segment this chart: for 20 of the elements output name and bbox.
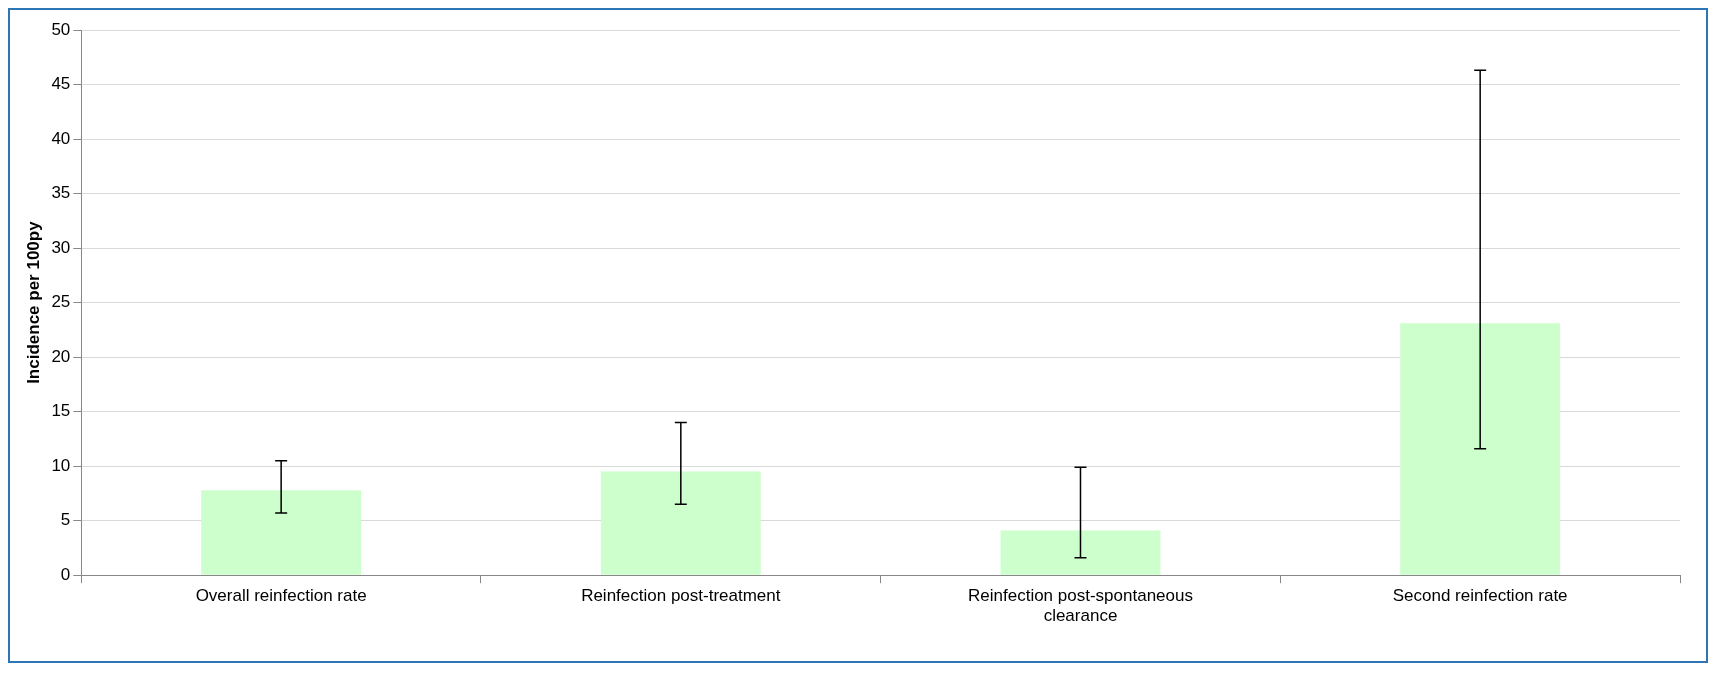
x-tick-label: Reinfection post-spontaneous clearance	[968, 586, 1193, 626]
y-tick-label: 45	[51, 74, 71, 94]
x-tick-label: Second reinfection rate	[1392, 586, 1568, 606]
y-tick-label: 20	[51, 346, 71, 366]
y-tick-label: 25	[51, 292, 71, 312]
y-tick-label: 35	[51, 183, 71, 203]
bar	[201, 490, 362, 575]
y-tick-label: 40	[51, 128, 71, 148]
x-tick-label: Overall reinfection rate	[195, 586, 367, 606]
bar	[600, 471, 761, 575]
y-tick-label: 0	[60, 564, 71, 584]
bar	[1000, 530, 1161, 575]
x-tick-label: Reinfection post-treatment	[581, 586, 781, 606]
y-tick-label: 50	[51, 19, 71, 39]
y-tick-label: 10	[51, 455, 71, 475]
bar	[1400, 323, 1561, 575]
y-tick-label: 15	[51, 401, 71, 421]
y-axis-title: Incidence per 100py	[23, 220, 43, 384]
y-tick-label: 30	[51, 237, 71, 257]
y-tick-label: 5	[60, 510, 71, 530]
